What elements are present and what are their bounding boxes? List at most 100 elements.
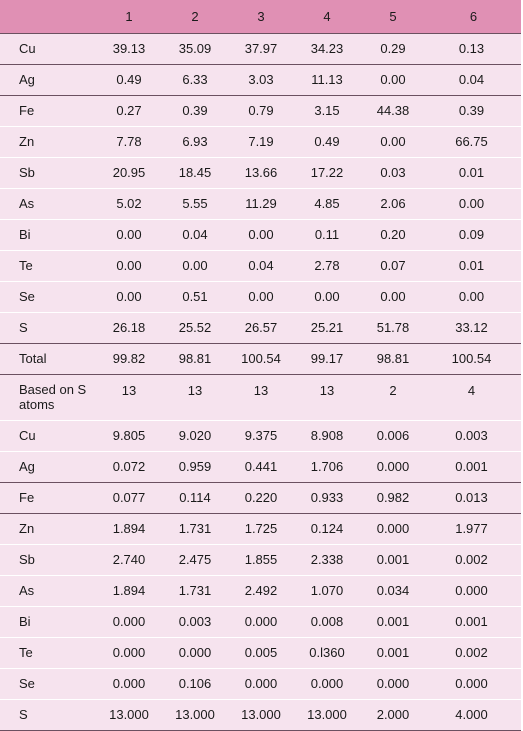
table-row: Cu 9.805 9.020 9.375 8.908 0.006 0.003: [0, 420, 521, 452]
table-cell: 0.000: [360, 668, 426, 700]
table-cell: 44.38: [360, 95, 426, 127]
row-label: Based on S atoms: [0, 374, 96, 421]
table-cell: 9.805: [96, 420, 162, 452]
table-cell: 100.54: [426, 343, 521, 375]
table-cell: 0.013: [426, 482, 521, 514]
table-cell: 4: [426, 374, 521, 421]
table-cell: 35.09: [162, 33, 228, 65]
table-cell: 0.03: [360, 157, 426, 189]
table-cell: 26.18: [96, 312, 162, 344]
table-cell: 0.000: [426, 575, 521, 607]
table-cell: 0.49: [294, 126, 360, 158]
column-header: 4: [294, 0, 360, 34]
row-label: Fe: [0, 482, 96, 514]
table-cell: 0.001: [426, 451, 521, 483]
table-cell: 5.02: [96, 188, 162, 220]
table-cell: 11.13: [294, 64, 360, 96]
table-cell: 99.82: [96, 343, 162, 375]
table-cell: 18.45: [162, 157, 228, 189]
table-cell: 0.00: [426, 281, 521, 313]
table-cell: 0.27: [96, 95, 162, 127]
table-cell: 13.000: [162, 699, 228, 731]
table-cell: 0.00: [96, 219, 162, 251]
table-cell: 0.114: [162, 482, 228, 514]
table-cell: 1.894: [96, 513, 162, 545]
table-cell: 2.78: [294, 250, 360, 282]
table-cell: 0.00: [360, 126, 426, 158]
column-header: 5: [360, 0, 426, 34]
table-cell: 0.000: [96, 668, 162, 700]
table-cell: 0.106: [162, 668, 228, 700]
column-header: 2: [162, 0, 228, 34]
table-row: Cu 39.13 35.09 37.97 34.23 0.29 0.13: [0, 33, 521, 65]
row-label: Cu: [0, 420, 96, 452]
table-cell: 13: [294, 374, 360, 421]
table-row: Zn 1.894 1.731 1.725 0.124 0.000 1.977: [0, 513, 521, 545]
table-cell: 0.001: [360, 606, 426, 638]
table-cell: 1.070: [294, 575, 360, 607]
table-row: Fe 0.077 0.114 0.220 0.933 0.982 0.013: [0, 482, 521, 514]
table-cell: 3.03: [228, 64, 294, 96]
table-cell: 25.52: [162, 312, 228, 344]
table-row: As 1.894 1.731 2.492 1.070 0.034 0.000: [0, 575, 521, 607]
table-cell: 17.22: [294, 157, 360, 189]
table-cell: 0.005: [228, 637, 294, 669]
column-header: 6: [426, 0, 521, 34]
row-label: Se: [0, 668, 96, 700]
table-cell: 0.003: [426, 420, 521, 452]
table-cell: 1.731: [162, 513, 228, 545]
table-cell: 8.908: [294, 420, 360, 452]
row-label: Te: [0, 250, 96, 282]
table-cell: 13.000: [96, 699, 162, 731]
table-cell: 0.959: [162, 451, 228, 483]
table-cell: 0.072: [96, 451, 162, 483]
table-cell: 13.66: [228, 157, 294, 189]
table-row: Bi 0.000 0.003 0.000 0.008 0.001 0.001: [0, 606, 521, 638]
table-row: Bi 0.00 0.04 0.00 0.11 0.20 0.09: [0, 219, 521, 251]
table-cell: 0.008: [294, 606, 360, 638]
table-cell: 2.492: [228, 575, 294, 607]
row-label: Cu: [0, 33, 96, 65]
table-row: Se 0.00 0.51 0.00 0.00 0.00 0.00: [0, 281, 521, 313]
table-cell: 0.982: [360, 482, 426, 514]
row-label: S: [0, 699, 96, 731]
table-cell: 0.09: [426, 219, 521, 251]
table-cell: 11.29: [228, 188, 294, 220]
table-cell: 0.00: [228, 219, 294, 251]
column-header: 3: [228, 0, 294, 34]
row-label: Sb: [0, 544, 96, 576]
row-label: As: [0, 188, 96, 220]
table-cell: 1.731: [162, 575, 228, 607]
table-cell: 0.13: [426, 33, 521, 65]
table-cell: 0.00: [360, 281, 426, 313]
table-cell: 0.002: [426, 637, 521, 669]
table-cell: 0.000: [360, 451, 426, 483]
table-cell: 4.000: [426, 699, 521, 731]
table-cell: 6.33: [162, 64, 228, 96]
table-body: Cu 39.13 35.09 37.97 34.23 0.29 0.13 Ag 0.49 6.33…: [0, 33, 521, 731]
row-label: Ag: [0, 64, 96, 96]
table-cell: 0.01: [426, 250, 521, 282]
table-row: Based on S atoms 13 13 13 13 2 4: [0, 374, 521, 421]
row-label: As: [0, 575, 96, 607]
table-cell: 0.000: [426, 668, 521, 700]
table-cell: 51.78: [360, 312, 426, 344]
table-cell: 39.13: [96, 33, 162, 65]
table-cell: 98.81: [360, 343, 426, 375]
table-cell: 0.00: [228, 281, 294, 313]
table-cell: 1.725: [228, 513, 294, 545]
table-cell: 34.23: [294, 33, 360, 65]
table-cell: 3.15: [294, 95, 360, 127]
row-label: Zn: [0, 513, 96, 545]
table-row: As 5.02 5.55 11.29 4.85 2.06 0.00: [0, 188, 521, 220]
table-cell: 0.00: [162, 250, 228, 282]
table-cell: 0.00: [96, 281, 162, 313]
table-cell: 2.338: [294, 544, 360, 576]
header-cell-empty: [0, 0, 96, 34]
table-cell: 13: [162, 374, 228, 421]
table-cell: 0.003: [162, 606, 228, 638]
table-cell: 0.000: [228, 606, 294, 638]
table-cell: 13: [228, 374, 294, 421]
table-cell: 0.077: [96, 482, 162, 514]
row-label: S: [0, 312, 96, 344]
